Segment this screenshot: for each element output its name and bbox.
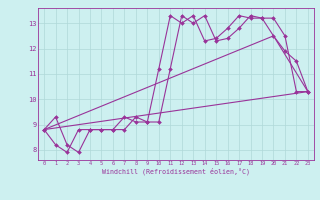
X-axis label: Windchill (Refroidissement éolien,°C): Windchill (Refroidissement éolien,°C) (102, 168, 250, 175)
